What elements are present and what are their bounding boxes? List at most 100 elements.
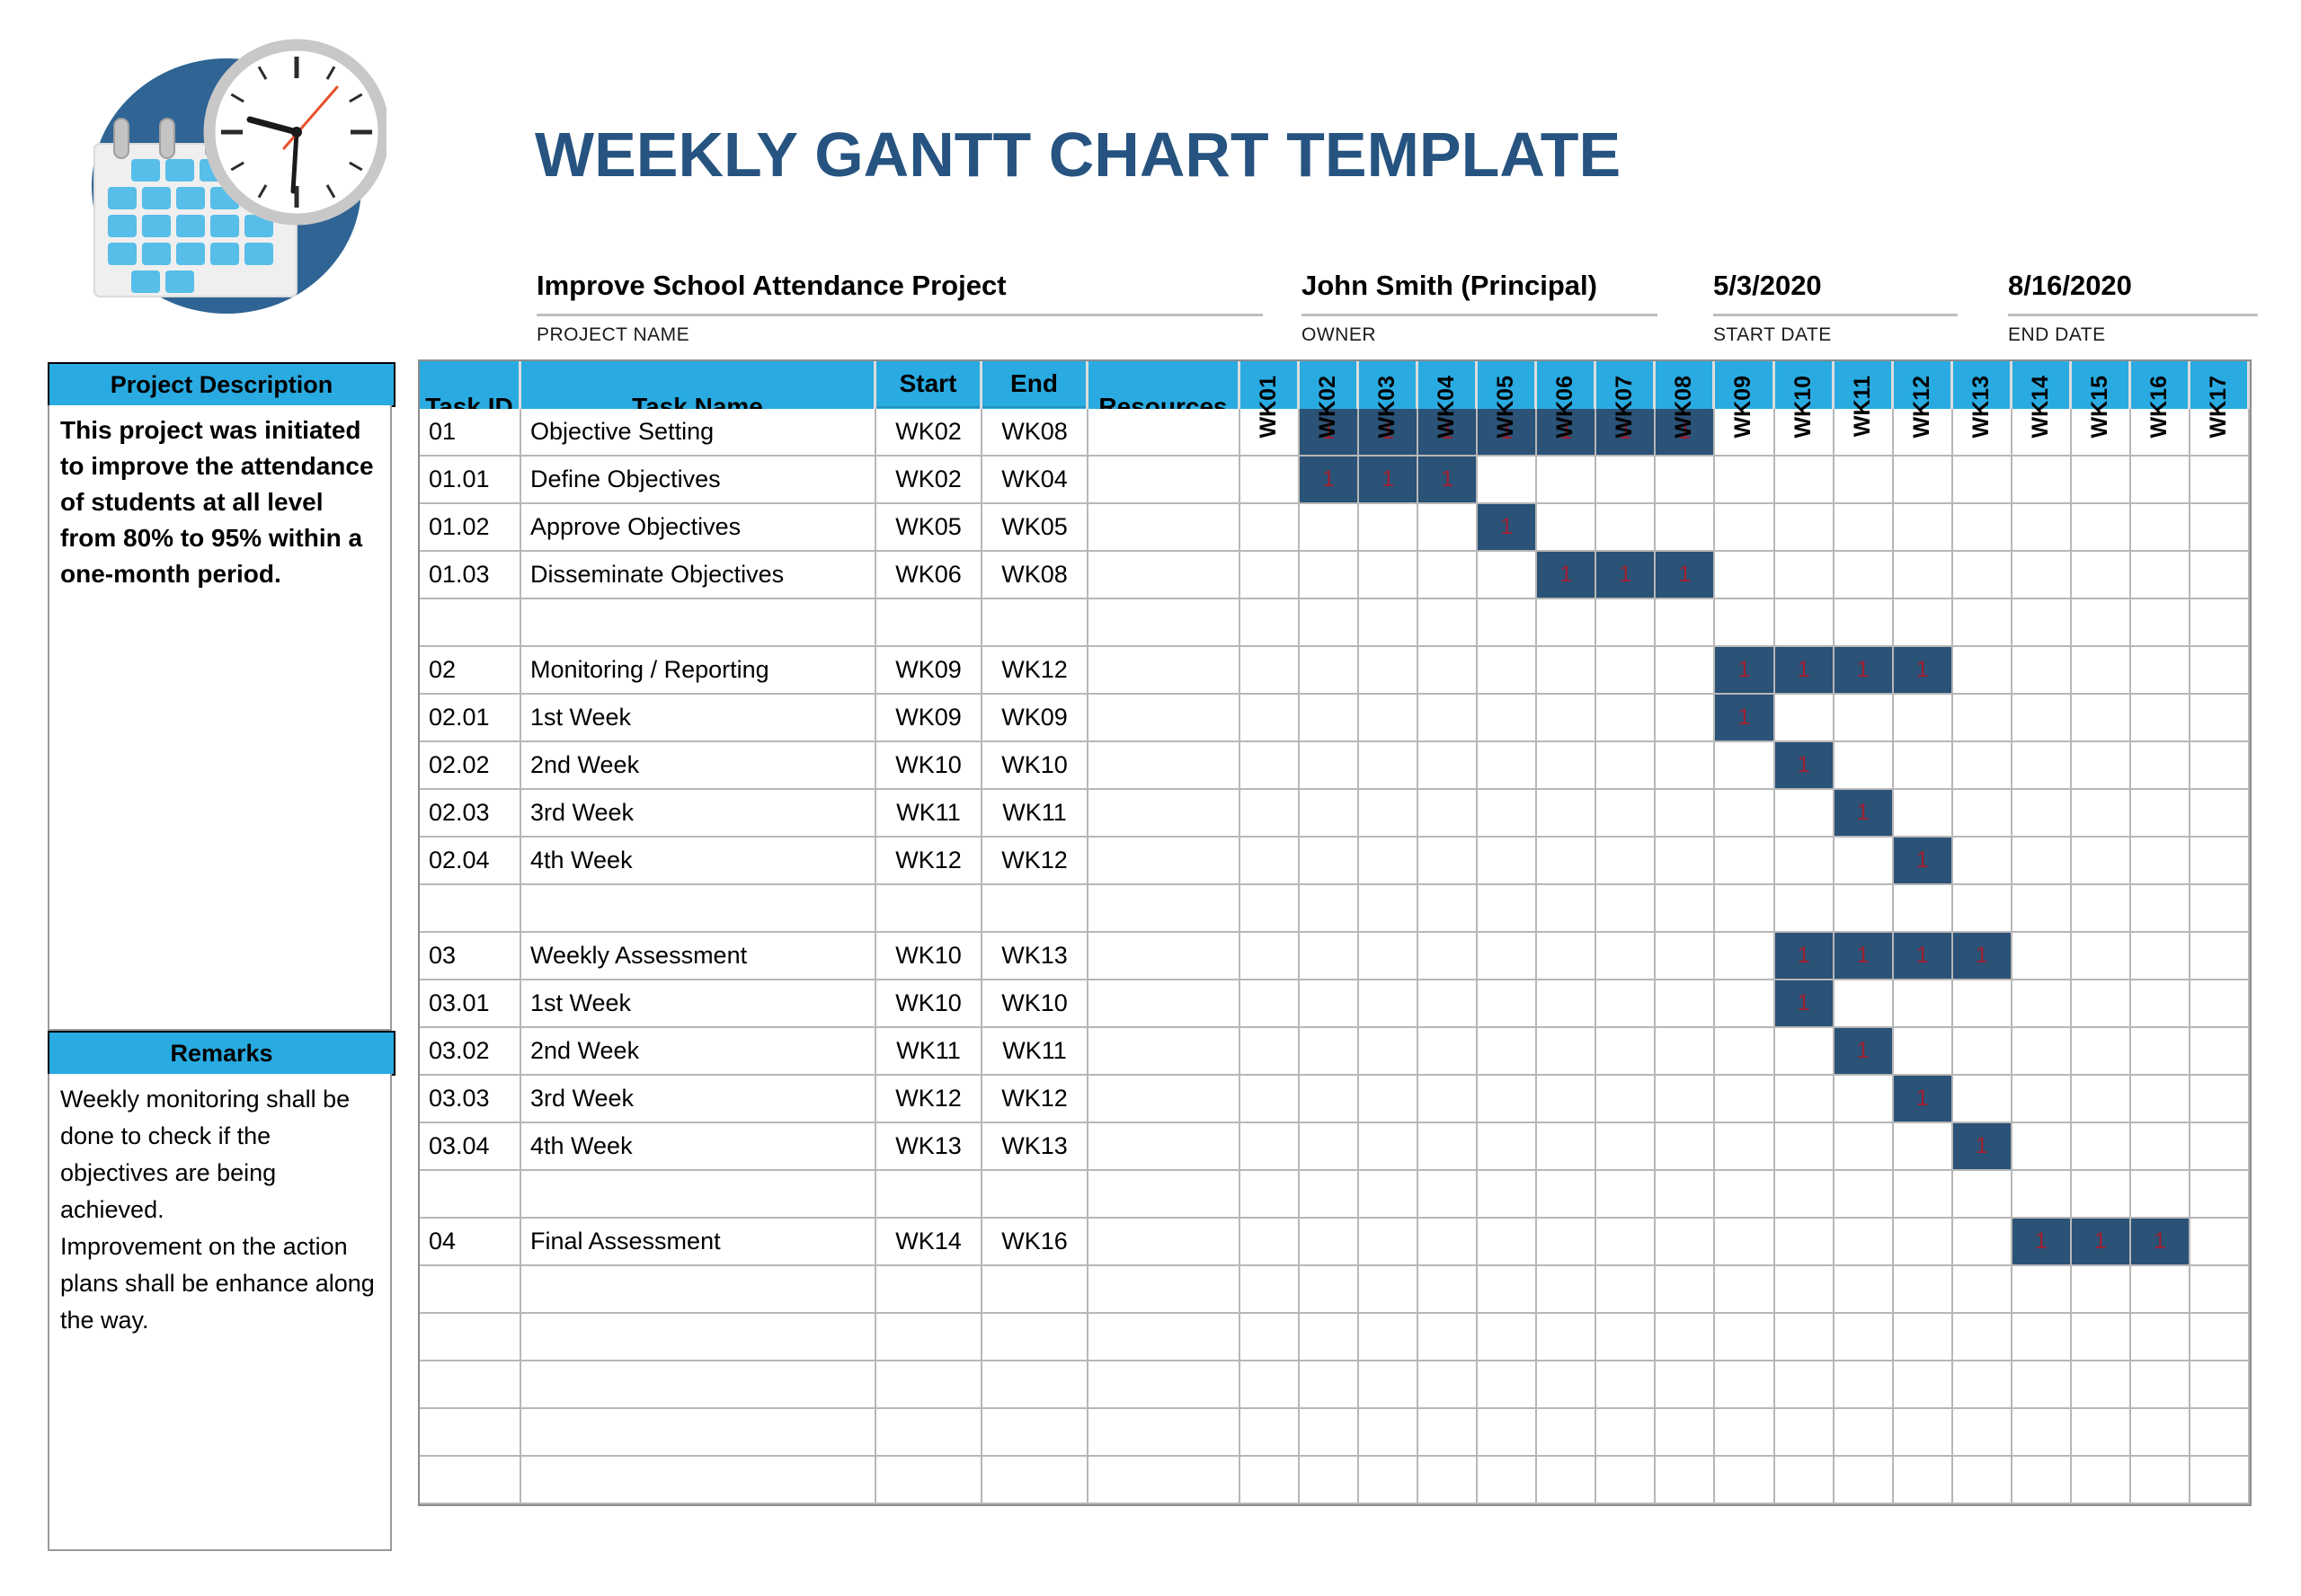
gantt-week-cell[interactable] — [1893, 1457, 1953, 1504]
gantt-week-cell[interactable] — [2012, 1171, 2072, 1219]
gantt-week-cell[interactable] — [1418, 1219, 1479, 1266]
gantt-week-cell[interactable] — [1478, 647, 1538, 695]
gantt-week-cell[interactable] — [1300, 790, 1360, 838]
gantt-week-cell[interactable] — [1656, 1123, 1716, 1171]
gantt-week-cell[interactable] — [1359, 599, 1419, 647]
task-name-cell[interactable]: 4th Week — [521, 1123, 876, 1171]
gantt-week-cell[interactable] — [1418, 1266, 1479, 1314]
resources-cell[interactable] — [1088, 1076, 1240, 1123]
gantt-bar-cell[interactable]: 1 — [1596, 409, 1657, 457]
gantt-week-cell[interactable] — [2190, 1028, 2250, 1076]
task-name-cell[interactable] — [521, 1171, 876, 1219]
resources-cell[interactable] — [1088, 980, 1240, 1028]
gantt-bar-cell[interactable]: 1 — [1715, 695, 1775, 742]
gantt-week-cell[interactable] — [1359, 885, 1419, 933]
gantt-week-cell[interactable] — [2190, 1457, 2250, 1504]
gantt-week-cell[interactable] — [1656, 504, 1716, 552]
gantt-bar-cell[interactable]: 1 — [1834, 933, 1894, 980]
start-week-cell[interactable]: WK05 — [876, 504, 982, 552]
gantt-week-cell[interactable] — [1478, 552, 1538, 599]
gantt-week-cell[interactable] — [2190, 1123, 2250, 1171]
gantt-week-cell[interactable] — [1537, 1409, 1597, 1457]
gantt-week-cell[interactable] — [2071, 980, 2131, 1028]
gantt-week-cell[interactable] — [1537, 1028, 1597, 1076]
gantt-bar-cell[interactable]: 1 — [1893, 933, 1953, 980]
gantt-bar-cell[interactable]: 1 — [1596, 552, 1657, 599]
gantt-week-cell[interactable] — [2012, 1314, 2072, 1361]
gantt-week-cell[interactable] — [1418, 1361, 1479, 1409]
remarks-body[interactable]: Weekly monitoring shall be done to check… — [48, 1074, 392, 1551]
gantt-week-cell[interactable] — [1300, 980, 1360, 1028]
task-id-cell[interactable]: 02.04 — [420, 838, 521, 885]
gantt-week-cell[interactable] — [1359, 742, 1419, 790]
gantt-week-cell[interactable] — [1893, 1266, 1953, 1314]
gantt-week-cell[interactable] — [2071, 838, 2131, 885]
gantt-bar-cell[interactable]: 1 — [1300, 457, 1360, 504]
gantt-week-cell[interactable] — [1418, 599, 1479, 647]
gantt-week-cell[interactable] — [1240, 552, 1301, 599]
gantt-week-cell[interactable] — [1952, 409, 2012, 457]
task-id-cell[interactable] — [420, 1314, 521, 1361]
gantt-week-cell[interactable] — [1418, 1028, 1479, 1076]
gantt-week-cell[interactable] — [1774, 552, 1835, 599]
gantt-week-cell[interactable] — [1478, 599, 1538, 647]
gantt-week-cell[interactable] — [1656, 790, 1716, 838]
end-week-cell[interactable]: WK12 — [982, 838, 1088, 885]
gantt-week-cell[interactable] — [2012, 1361, 2072, 1409]
gantt-week-cell[interactable] — [2190, 409, 2250, 457]
gantt-week-cell[interactable] — [1834, 457, 1894, 504]
resources-cell[interactable] — [1088, 1266, 1240, 1314]
task-id-cell[interactable]: 03.01 — [420, 980, 521, 1028]
gantt-week-cell[interactable] — [1300, 1361, 1360, 1409]
gantt-week-cell[interactable] — [1893, 742, 1953, 790]
gantt-week-cell[interactable] — [2071, 1171, 2131, 1219]
gantt-week-cell[interactable] — [2071, 552, 2131, 599]
gantt-week-cell[interactable] — [2012, 647, 2072, 695]
gantt-week-cell[interactable] — [1893, 599, 1953, 647]
gantt-week-cell[interactable] — [1359, 980, 1419, 1028]
gantt-bar-cell[interactable]: 1 — [1537, 409, 1597, 457]
start-week-cell[interactable] — [876, 599, 982, 647]
gantt-week-cell[interactable] — [1300, 1028, 1360, 1076]
gantt-week-cell[interactable] — [2130, 980, 2190, 1028]
start-week-cell[interactable]: WK02 — [876, 457, 982, 504]
gantt-week-cell[interactable] — [1893, 1314, 1953, 1361]
gantt-week-cell[interactable] — [1774, 790, 1835, 838]
gantt-week-cell[interactable] — [1952, 1361, 2012, 1409]
gantt-week-cell[interactable] — [2071, 790, 2131, 838]
gantt-week-cell[interactable] — [1537, 1219, 1597, 1266]
end-week-cell[interactable]: WK08 — [982, 409, 1088, 457]
gantt-week-cell[interactable] — [1537, 980, 1597, 1028]
gantt-week-cell[interactable] — [1715, 1171, 1775, 1219]
gantt-week-cell[interactable] — [2071, 1361, 2131, 1409]
task-name-cell[interactable]: 1st Week — [521, 695, 876, 742]
gantt-bar-cell[interactable]: 1 — [1478, 409, 1538, 457]
gantt-week-cell[interactable] — [2012, 790, 2072, 838]
gantt-week-cell[interactable] — [1596, 742, 1657, 790]
task-name-cell[interactable] — [521, 1409, 876, 1457]
gantt-bar-cell[interactable]: 1 — [1359, 409, 1419, 457]
gantt-week-cell[interactable] — [2071, 695, 2131, 742]
end-week-cell[interactable]: WK12 — [982, 1076, 1088, 1123]
gantt-week-cell[interactable] — [1952, 838, 2012, 885]
gantt-week-cell[interactable] — [2130, 1171, 2190, 1219]
gantt-week-cell[interactable] — [2012, 742, 2072, 790]
task-id-cell[interactable]: 01 — [420, 409, 521, 457]
task-name-cell[interactable]: 4th Week — [521, 838, 876, 885]
gantt-week-cell[interactable] — [1359, 1171, 1419, 1219]
gantt-week-cell[interactable] — [1834, 838, 1894, 885]
gantt-week-cell[interactable] — [1240, 933, 1301, 980]
gantt-week-cell[interactable] — [2190, 647, 2250, 695]
task-name-cell[interactable]: Disseminate Objectives — [521, 552, 876, 599]
gantt-week-cell[interactable] — [1774, 885, 1835, 933]
gantt-week-cell[interactable] — [1952, 790, 2012, 838]
gantt-week-cell[interactable] — [2071, 504, 2131, 552]
gantt-week-cell[interactable] — [1774, 1076, 1835, 1123]
gantt-week-cell[interactable] — [2190, 838, 2250, 885]
gantt-bar-cell[interactable]: 1 — [1893, 1076, 1953, 1123]
task-id-cell[interactable] — [420, 885, 521, 933]
gantt-week-cell[interactable] — [1952, 457, 2012, 504]
task-name-cell[interactable]: 1st Week — [521, 980, 876, 1028]
gantt-week-cell[interactable] — [1537, 1314, 1597, 1361]
gantt-week-cell[interactable] — [1715, 1266, 1775, 1314]
